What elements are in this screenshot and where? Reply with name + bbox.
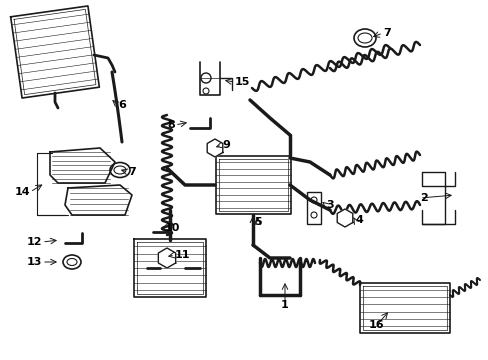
Polygon shape	[207, 139, 223, 157]
Text: 4: 4	[354, 215, 362, 225]
Text: 12: 12	[26, 237, 42, 247]
Text: 2: 2	[419, 193, 427, 203]
Text: 3: 3	[325, 200, 333, 210]
Bar	[306, 192, 320, 224]
Text: 14: 14	[14, 187, 30, 197]
Text: 11: 11	[175, 250, 190, 260]
Text: 1: 1	[281, 300, 288, 310]
Text: 9: 9	[222, 140, 229, 150]
Text: 16: 16	[368, 320, 384, 330]
Text: 8: 8	[167, 120, 175, 130]
Text: 7: 7	[382, 28, 390, 38]
Text: 10: 10	[164, 223, 180, 233]
Text: 6: 6	[118, 100, 125, 110]
Text: 13: 13	[26, 257, 42, 267]
Polygon shape	[337, 209, 352, 227]
Text: 7: 7	[128, 167, 136, 177]
Text: 15: 15	[235, 77, 250, 87]
Text: 5: 5	[254, 217, 261, 227]
Polygon shape	[158, 248, 175, 268]
